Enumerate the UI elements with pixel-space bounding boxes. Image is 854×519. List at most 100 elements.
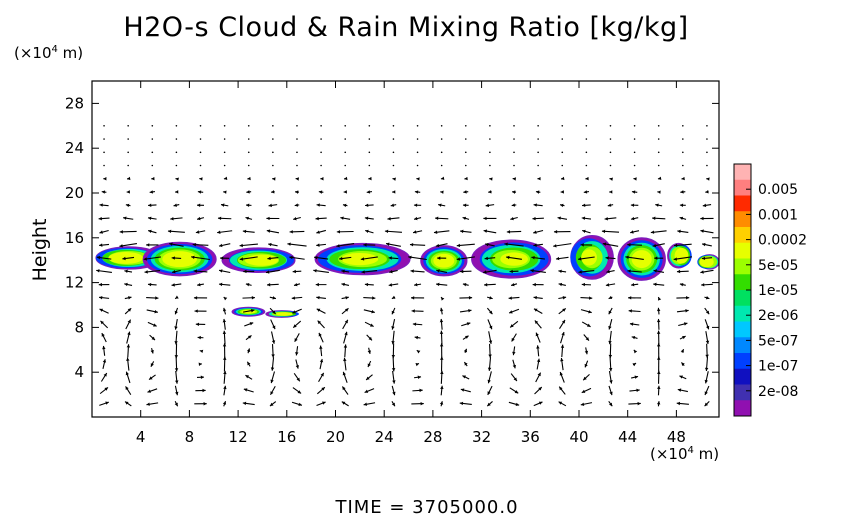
- wind-vector-head: [488, 190, 492, 194]
- wind-vector-head: [343, 357, 347, 362]
- wind-vector-head: [155, 296, 159, 300]
- wind-vector-head: [372, 296, 376, 300]
- wind-vector-head: [291, 296, 296, 300]
- wind-vector-head: [653, 269, 657, 273]
- wind-vector-head: [511, 337, 515, 342]
- wind-vector-head: [296, 377, 300, 382]
- wind-vector-head: [483, 229, 488, 233]
- wind-vector-head: [195, 230, 200, 234]
- wind-vector-head: [101, 190, 106, 194]
- wind-vector-head: [462, 283, 467, 287]
- wind-vector-head: [508, 296, 512, 300]
- wind-vector-head: [270, 391, 274, 395]
- wind-vector-head: [245, 216, 250, 221]
- wind-vector: [103, 138, 105, 140]
- x-tick-label: 20: [326, 428, 345, 446]
- cloud-contour: [340, 252, 379, 266]
- wind-vector-head: [729, 351, 732, 354]
- wind-vector-head: [317, 320, 322, 325]
- wind-vector-head: [175, 380, 179, 384]
- wind-vector-head: [627, 269, 631, 273]
- wind-vector-head: [439, 318, 444, 323]
- wind-vector-head: [673, 243, 678, 248]
- wind-vector-head: [149, 190, 154, 194]
- wind-vector-head: [673, 257, 678, 261]
- wind-vector-head: [704, 402, 709, 407]
- wind-vector-head: [175, 295, 179, 299]
- wind-vector-head: [219, 243, 223, 248]
- wind-vector-head: [588, 296, 593, 300]
- wind-vector-head: [413, 230, 417, 234]
- x-tick-label: 8: [185, 428, 195, 446]
- wind-vector-head: [609, 402, 613, 407]
- wind-vector-head: [602, 242, 607, 246]
- wind-vector-head: [344, 331, 348, 336]
- wind-vector: [706, 138, 708, 140]
- colorbar-label: 0.0002: [758, 233, 807, 249]
- wind-vector-head: [679, 375, 683, 379]
- wind-vector: [585, 164, 588, 167]
- wind-vector-head: [247, 176, 251, 181]
- wind-vector-head: [125, 371, 129, 376]
- wind-vector-head: [730, 364, 733, 368]
- wind-vector-head: [388, 283, 393, 287]
- wind-vector-head: [700, 216, 704, 221]
- wind-vector-head: [336, 244, 340, 248]
- wind-vector-head: [608, 354, 613, 359]
- wind-vector-head: [272, 325, 276, 330]
- wind-vector-head: [293, 324, 297, 328]
- wind-vector-head: [725, 296, 728, 299]
- wind-vector-head: [268, 242, 272, 247]
- wind-vector-head: [657, 385, 661, 389]
- wind-vector-head: [267, 283, 271, 287]
- wind-vector-head: [460, 229, 464, 234]
- wind-vector: [416, 138, 419, 140]
- wind-vector: [633, 125, 636, 127]
- wind-vector-head: [705, 310, 710, 315]
- colorbar-swatch: [734, 368, 751, 385]
- wind-vector-head: [657, 176, 662, 181]
- wind-vector-head: [460, 269, 464, 274]
- wind-vector-head: [247, 335, 252, 339]
- wind-vector: [730, 360, 732, 368]
- wind-vector-head: [127, 331, 131, 336]
- x-unit-suffix: m): [693, 445, 720, 463]
- wind-vector-head: [193, 269, 197, 273]
- wind-vector-head: [123, 216, 127, 220]
- wind-vector-head: [538, 387, 542, 391]
- wind-vector-head: [314, 255, 318, 260]
- wind-vector-head: [293, 216, 297, 221]
- wind-vector-head: [727, 217, 730, 220]
- wind-vector-head: [440, 190, 444, 194]
- wind-vector-head: [630, 282, 635, 287]
- wind-vector-head: [433, 230, 438, 234]
- wind-vector-head: [559, 386, 563, 391]
- wind-vector-head: [439, 401, 444, 405]
- wind-vector-head: [630, 216, 635, 221]
- wind-vector-head: [294, 203, 299, 207]
- wind-vector-head: [705, 296, 710, 300]
- wind-vector-head: [193, 296, 198, 300]
- wind-vector-head: [98, 216, 102, 221]
- wind-vector-head: [392, 190, 396, 194]
- wind-vector-head: [416, 350, 421, 354]
- wind-vector: [392, 125, 395, 127]
- x-tick-label: 4: [136, 428, 146, 446]
- wind-vector-head: [266, 229, 271, 233]
- wind-vector: [489, 151, 491, 154]
- wind-vector-head: [360, 257, 365, 261]
- wind-vector-head: [441, 297, 445, 301]
- wind-vector-head: [322, 401, 326, 405]
- wind-vector-head: [316, 203, 320, 207]
- wind-vector-head: [676, 401, 681, 406]
- wind-vector-head: [344, 176, 348, 181]
- wind-vector-head: [533, 203, 537, 207]
- wind-vector-head: [514, 390, 519, 394]
- wind-vector-head: [435, 243, 440, 248]
- wind-vector-head: [632, 363, 637, 367]
- wind-vector-head: [249, 322, 254, 326]
- wind-vector-head: [730, 177, 733, 180]
- wind-vector-head: [292, 310, 296, 314]
- wind-vector-head: [656, 307, 661, 312]
- wind-vector-head: [631, 335, 636, 340]
